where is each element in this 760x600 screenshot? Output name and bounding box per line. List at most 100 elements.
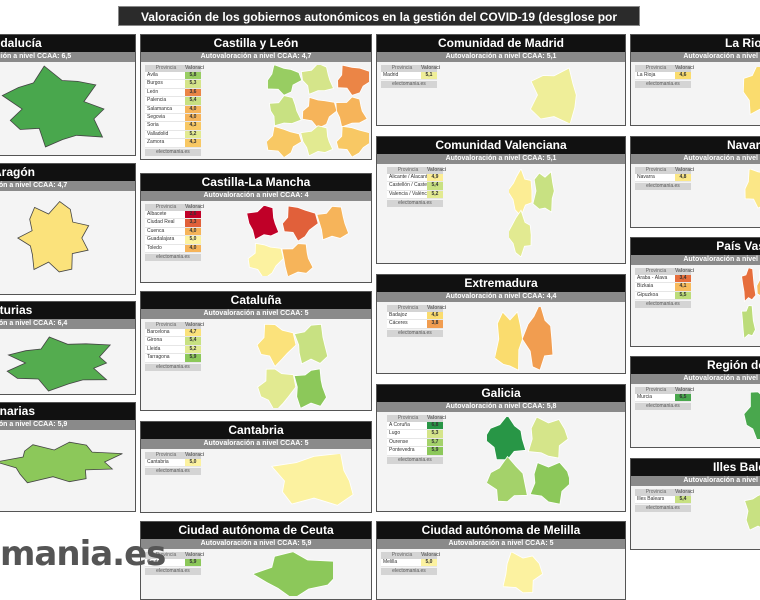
province-table: Provincia Valoraci Araba - Álava 3,4 Bizkaia… xyxy=(635,268,695,309)
province-name: Valencia / València xyxy=(389,190,427,197)
region-subtitle: Autovaloración a nivel C xyxy=(631,255,760,265)
province-shape xyxy=(253,552,333,596)
header-province: Provincia xyxy=(391,552,413,558)
header-province: Provincia xyxy=(645,489,667,495)
table-row: Zamora 4,3 xyxy=(145,139,201,148)
header-province: Provincia xyxy=(391,65,413,71)
province-shape xyxy=(267,125,303,157)
province-shape xyxy=(281,243,314,276)
region-map xyxy=(487,417,569,505)
province-shape xyxy=(301,96,338,129)
table-row: A Coruña 6,8 xyxy=(387,422,443,431)
province-value: 4,0 xyxy=(185,227,201,236)
province-value: 5,9 xyxy=(185,354,201,362)
table-row: Madrid 5,1 xyxy=(381,72,437,81)
province-shape xyxy=(316,206,349,241)
province-value: 5,7 xyxy=(427,438,443,447)
province-shape xyxy=(495,310,524,371)
table-footer: electomania.es xyxy=(387,456,443,464)
province-name: Gipuzkoa xyxy=(637,291,659,298)
region-subtitle: Autovaloración a nivel C xyxy=(631,374,760,384)
province-name: Cantabria xyxy=(147,459,169,465)
table-header: Provincia Valoraci xyxy=(381,65,440,72)
province-value: 4,3 xyxy=(185,139,201,147)
province-shape xyxy=(247,206,280,241)
region-map xyxy=(247,206,349,276)
province-value: 4,9 xyxy=(427,174,443,182)
region-panel: sturiasción a nivel CCAA: 6,4 xyxy=(0,301,136,395)
province-value: 5,4 xyxy=(427,182,443,190)
province-shape xyxy=(529,461,569,505)
province-name: Lleida xyxy=(147,345,161,352)
table-row: Cáceres 3,8 xyxy=(387,320,443,329)
header-province: Provincia xyxy=(155,552,177,558)
province-name: Ávila xyxy=(147,72,158,78)
province-table: Provincia Valoraci Melilla 5,0 electomania.e… xyxy=(381,552,440,576)
province-value: 5,3 xyxy=(185,80,201,88)
province-shape xyxy=(743,67,760,116)
table-row: Girona 5,4 xyxy=(145,337,201,346)
table-footer: electomania.es xyxy=(145,253,201,261)
province-shape xyxy=(300,65,335,95)
region-subtitle: ción a nivel CCAA: 6,4 xyxy=(0,319,135,329)
table-header: Provincia Valoraci xyxy=(145,65,204,72)
province-value: 4,0 xyxy=(185,113,201,122)
region-subtitle: Autovaloración a nivel C xyxy=(631,476,760,486)
region-shape xyxy=(6,336,112,392)
region-map xyxy=(509,169,555,257)
province-name: Ourense xyxy=(389,438,409,445)
province-value: 3,3 xyxy=(185,219,201,227)
province-name: Girona xyxy=(147,337,163,344)
table-row: Segovia 4,0 xyxy=(145,113,201,123)
table-row: Ceuta 5,9 xyxy=(145,559,201,568)
province-table: Provincia Valoraci Cantabria 5,0 electomania… xyxy=(145,452,205,476)
table-footer: electomania.es xyxy=(635,81,691,89)
table-row: Ávila 5,8 xyxy=(145,72,201,81)
region-map xyxy=(16,200,90,273)
province-shape xyxy=(741,268,757,303)
region-panel: Cataluña Autovaloración a nivel CCAA: 5 Pr… xyxy=(140,291,372,411)
table-row: Valladolid 5,2 xyxy=(145,130,201,140)
brand-logo: mania.es xyxy=(0,534,166,574)
table-header: Provincia Valoraci xyxy=(145,204,204,211)
table-row: Araba - Álava 3,4 xyxy=(635,275,691,284)
region-map xyxy=(253,552,333,596)
region-panel: Ciudad autónoma de Melilla Autovaloración… xyxy=(376,521,626,600)
province-shape xyxy=(335,96,368,128)
province-value: 6,8 xyxy=(427,422,443,430)
table-row: Guadalajara 5,0 xyxy=(145,236,201,245)
region-panel: Comunidad de Madrid Autovaloración a nive… xyxy=(376,34,626,126)
province-shape xyxy=(257,324,297,368)
province-shape xyxy=(741,305,756,338)
region-map xyxy=(743,67,760,116)
province-name: Cáceres xyxy=(389,320,408,327)
province-value: 4,0 xyxy=(185,105,201,113)
header-province: Provincia xyxy=(155,452,177,458)
province-name: Soria xyxy=(147,122,159,129)
province-name: Ciudad Real xyxy=(147,219,175,226)
province-value: 4,3 xyxy=(185,122,201,130)
table-row: La Rioja 4,6 xyxy=(635,72,691,81)
province-name: Salamanca xyxy=(147,105,173,112)
province-shape xyxy=(527,417,569,459)
table-row: Palencia 5,4 xyxy=(145,97,201,106)
province-name: Cuenca xyxy=(147,227,165,234)
table-row: Gipuzkoa 5,5 xyxy=(635,291,691,301)
header-value: Valoraci xyxy=(185,452,205,458)
table-row: León 3,6 xyxy=(145,88,201,98)
province-value: 4,0 xyxy=(185,244,201,252)
header-province: Provincia xyxy=(645,387,667,393)
province-value: 4,1 xyxy=(675,283,691,291)
province-table: Provincia Valoraci A Coruña 6,8 Lugo 5,3 Ouren… xyxy=(387,415,446,464)
province-name: Badajoz xyxy=(389,312,408,318)
region-map xyxy=(744,169,760,209)
header-province: Provincia xyxy=(155,65,177,71)
province-value: 4,8 xyxy=(675,174,691,182)
region-title: Castilla y León xyxy=(141,35,371,52)
province-table: Provincia Valoraci Barcelona 4,7 Girona 5,4 Ll… xyxy=(145,322,204,371)
province-name: A Coruña xyxy=(389,422,410,428)
region-map xyxy=(0,441,123,484)
region-panel: ndalucíaación a nivel CCAA: 6,5 xyxy=(0,34,136,156)
header-value: Valoraci xyxy=(675,268,695,274)
province-shape xyxy=(293,368,327,408)
